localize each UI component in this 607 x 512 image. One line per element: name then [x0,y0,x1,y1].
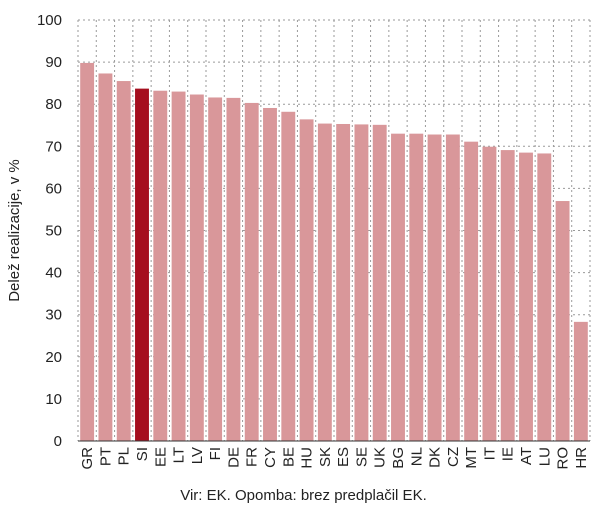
x-tick-label: SE [353,447,370,467]
x-tick-label: HU [299,447,316,469]
bar-si [135,88,149,442]
x-tick-label: LT [171,447,188,463]
bar-de [226,97,241,441]
source-note: Vir: EK. Opomba: brez predplačil EK. [180,487,427,504]
y-tick-label: 40 [45,265,62,282]
x-tick-label: LU [536,447,553,466]
x-tick-label: SI [134,447,151,461]
y-tick-label: 30 [45,307,62,324]
x-tick-label: AT [518,447,535,465]
bar-at [519,152,533,442]
bar-ro [555,201,570,441]
bars [80,62,588,442]
bar-be [281,111,296,441]
bar-pl [116,81,131,442]
x-tick-label: HR [573,447,590,469]
x-tick-label: MT [463,447,480,469]
bar-cz [445,134,460,441]
x-tick-label: DK [427,447,444,468]
x-tick-label: CZ [445,447,462,467]
bar-sk [317,123,332,441]
bar-gr [80,62,95,441]
x-tick-label: IE [500,447,517,461]
bar-se [354,124,369,442]
bar-ie [500,150,515,442]
bar-pt [98,73,113,441]
x-tick-label: PL [116,447,133,465]
x-tick-label: PT [97,447,114,466]
x-tick-label: ES [335,447,352,467]
x-tick-label: EE [152,447,169,467]
bar-uk [372,124,387,441]
y-tick-label: 50 [45,223,62,240]
y-tick-label: 90 [45,54,62,71]
bar-dk [427,134,442,441]
x-tick-label: CY [262,447,279,468]
bar-mt [464,141,479,441]
x-tick-label: FI [207,447,224,460]
bar-fi [208,97,223,442]
bar-fr [244,102,259,441]
x-tick-label: IT [481,447,498,460]
x-axis-labels: GR PT PL SI EE LT LV FI DE FR CY BE HU SK ES SE UK BG NL DK… [79,447,590,470]
bar-ee [153,90,168,441]
x-tick-label: RO [555,447,572,470]
y-tick-label: 20 [45,349,62,366]
y-axis-ticks: 0 10 20 30 40 50 60 70 80 90 100 [37,12,62,450]
x-tick-label: FR [244,447,261,467]
y-tick-label: 100 [37,12,62,29]
x-tick-label: BE [280,447,297,467]
bar-hr [573,321,588,441]
bar-lt [171,91,186,441]
bar-bg [391,133,405,442]
bar-it [482,146,497,441]
bar-lu [537,153,552,441]
y-tick-label: 70 [45,138,62,155]
y-tick-label: 80 [45,96,62,113]
bar-es [336,123,351,441]
x-tick-label: UK [372,447,389,468]
x-tick-label: SK [317,447,334,467]
bar-hu [299,119,314,441]
x-tick-label: LV [189,447,206,464]
bar-cy [263,107,277,441]
bar-nl [409,133,424,442]
y-tick-label: 10 [45,391,62,408]
x-tick-label: NL [408,447,425,466]
y-tick-label: 60 [45,180,62,197]
x-tick-label: DE [225,447,242,468]
y-tick-label: 0 [54,433,62,450]
y-axis-title: Delež realizacije, v % [6,159,23,302]
x-tick-label: BG [390,447,407,469]
bar-lv [189,94,204,441]
x-tick-label: GR [79,447,96,470]
